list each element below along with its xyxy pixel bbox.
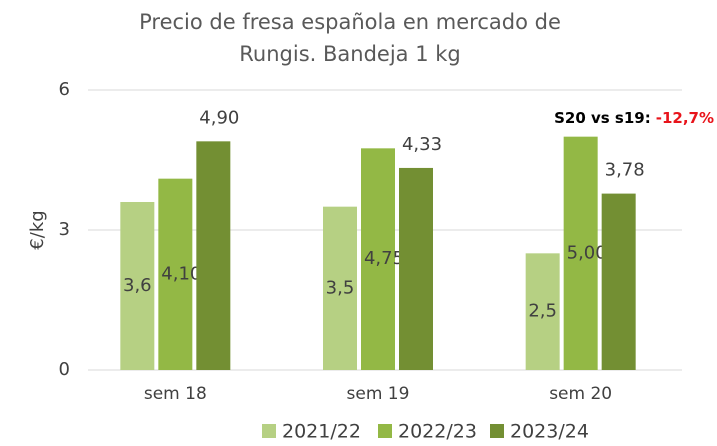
bar [601,193,636,370]
y-tick-label: 3 [59,219,70,240]
data-label: 4,10 [161,263,201,284]
x-tick-label: sem 20 [549,384,612,404]
legend-swatch [262,424,276,438]
data-label: 4,33 [402,134,442,155]
annotation-highlight: -12,7% [656,109,714,127]
legend-label: 2021/22 [282,421,361,443]
bar [120,202,155,370]
bar [525,253,560,370]
bar [399,167,433,370]
legend-label: 2023/24 [510,421,589,443]
data-label: 2,5 [528,301,557,322]
y-tick-label: 0 [59,359,70,380]
x-tick-label: sem 19 [347,384,410,404]
bar [563,136,598,370]
data-label: 4,90 [199,107,239,128]
bar [361,148,395,370]
data-label: 3,78 [605,160,645,181]
bar [323,206,357,370]
bar [158,178,193,370]
y-axis-label: €/kg [27,210,48,249]
legend-swatch [490,424,504,438]
bar [196,141,231,370]
chart-title: Precio de fresa española en mercado de R… [139,10,561,66]
legend-swatch [378,424,392,438]
legend-label: 2022/23 [398,421,477,443]
data-label: 3,5 [326,277,355,298]
x-tick-label: sem 18 [144,384,207,404]
data-label: 3,6 [123,275,152,296]
annotation: S20 vs s19: -12,7% [554,109,714,127]
data-label: 4,75 [364,248,404,269]
annotation-text: S20 vs s19: [554,109,651,127]
y-tick-label: 6 [59,79,70,100]
data-label: 5,00 [567,242,607,263]
